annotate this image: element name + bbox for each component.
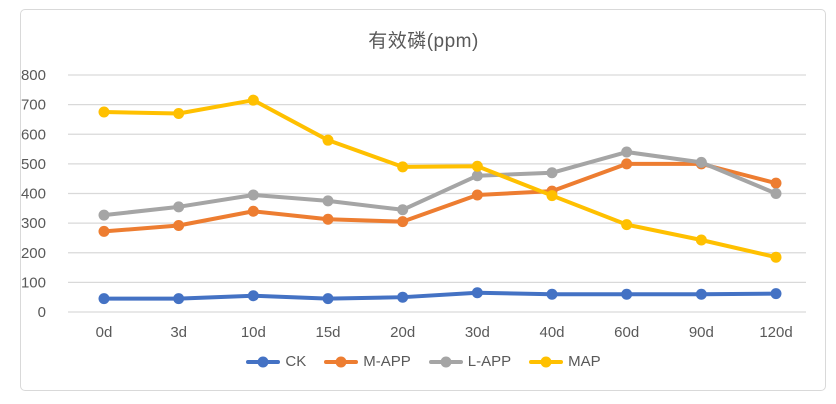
data-point-CK-15d — [322, 293, 334, 305]
data-point-L-APP-120d — [770, 188, 782, 199]
legend-marker-icon — [246, 356, 281, 367]
legend-item-L-APP: L-APP — [428, 353, 512, 370]
legend-marker-icon — [324, 356, 359, 367]
series-line-CK — [102, 290, 778, 301]
data-point-CK-120d — [770, 288, 782, 300]
data-point-MAP-90d — [695, 234, 707, 246]
legend-marker-icon — [529, 356, 564, 367]
x-axis-tick-label: 20d — [390, 324, 415, 341]
data-point-M-APP-60d — [621, 158, 633, 170]
data-point-L-APP-3d — [173, 201, 185, 213]
legend-marker-icon — [428, 356, 463, 367]
x-axis-tick-label: 60d — [614, 324, 639, 341]
legend-item-CK: CK — [246, 353, 306, 370]
series-line-L-APP — [102, 150, 778, 218]
y-axis-tick-label: 600 — [21, 126, 46, 143]
legend-label: L-APP — [467, 353, 512, 370]
data-point-CK-90d — [695, 288, 707, 300]
data-point-L-APP-90d — [695, 156, 707, 168]
legend-item-MAP: MAP — [529, 353, 601, 370]
data-point-MAP-3d — [173, 108, 185, 120]
data-point-L-APP-0d — [98, 209, 110, 221]
data-point-MAP-40d — [546, 190, 558, 202]
y-axis-tick-label: 100 — [21, 274, 46, 291]
data-point-L-APP-40d — [546, 167, 558, 179]
y-axis-tick-label: 700 — [21, 97, 46, 114]
x-axis-tick-label: 10d — [241, 324, 266, 341]
data-point-L-APP-20d — [397, 204, 409, 216]
data-point-CK-10d — [247, 290, 259, 302]
data-point-L-APP-10d — [247, 189, 259, 201]
x-axis-tick-label: 30d — [465, 324, 490, 341]
data-point-MAP-120d — [770, 251, 782, 263]
data-point-MAP-10d — [247, 94, 259, 106]
data-point-L-APP-30d — [471, 170, 483, 182]
y-axis-tick-label: 800 — [21, 67, 46, 84]
data-point-CK-0d — [98, 293, 110, 305]
y-axis-tick-label: 200 — [21, 245, 46, 262]
legend-label: CK — [285, 353, 307, 370]
chart-legend: CK M-APP L-APP MAP — [20, 353, 827, 370]
chart-title: 有效磷(ppm) — [368, 31, 479, 52]
legend-dot-icon — [257, 356, 269, 367]
y-axis-tick-label: 300 — [21, 215, 46, 232]
x-axis-tick-label: 40d — [539, 324, 564, 341]
data-point-M-APP-15d — [322, 213, 334, 225]
data-point-M-APP-0d — [98, 225, 110, 237]
y-axis-tick-label: 500 — [21, 156, 46, 173]
data-point-CK-40d — [546, 288, 558, 300]
data-point-CK-20d — [397, 291, 409, 303]
legend-dot-icon — [440, 356, 452, 367]
data-point-L-APP-60d — [621, 146, 633, 158]
data-point-MAP-20d — [397, 161, 409, 173]
data-point-L-APP-15d — [322, 195, 334, 207]
data-point-MAP-30d — [471, 160, 483, 172]
series-line-M-APP — [102, 161, 778, 234]
x-axis-tick-label: 90d — [689, 324, 714, 341]
legend-label: M-APP — [363, 353, 411, 370]
data-point-M-APP-20d — [397, 216, 409, 228]
data-point-MAP-15d — [322, 134, 334, 146]
legend-item-M-APP: M-APP — [324, 353, 411, 370]
x-axis-tick-label: 15d — [315, 324, 340, 341]
data-point-CK-3d — [173, 293, 185, 305]
data-point-M-APP-10d — [247, 205, 259, 217]
data-point-CK-30d — [471, 287, 483, 299]
series-line-MAP — [102, 98, 778, 260]
data-point-M-APP-30d — [471, 189, 483, 201]
data-point-M-APP-120d — [770, 177, 782, 189]
data-point-CK-60d — [621, 288, 633, 300]
x-axis-tick-label: 120d — [759, 324, 792, 341]
data-point-MAP-60d — [621, 219, 633, 231]
legend-label: MAP — [568, 353, 601, 370]
x-axis-tick-label: 3d — [170, 324, 187, 341]
y-axis-tick-label: 0 — [38, 304, 46, 321]
x-axis-tick-label: 0d — [96, 324, 113, 341]
y-axis-tick-label: 400 — [21, 186, 46, 203]
legend-dot-icon — [540, 356, 552, 367]
data-point-MAP-0d — [98, 106, 110, 118]
legend-dot-icon — [335, 356, 347, 367]
data-point-M-APP-3d — [173, 219, 185, 231]
